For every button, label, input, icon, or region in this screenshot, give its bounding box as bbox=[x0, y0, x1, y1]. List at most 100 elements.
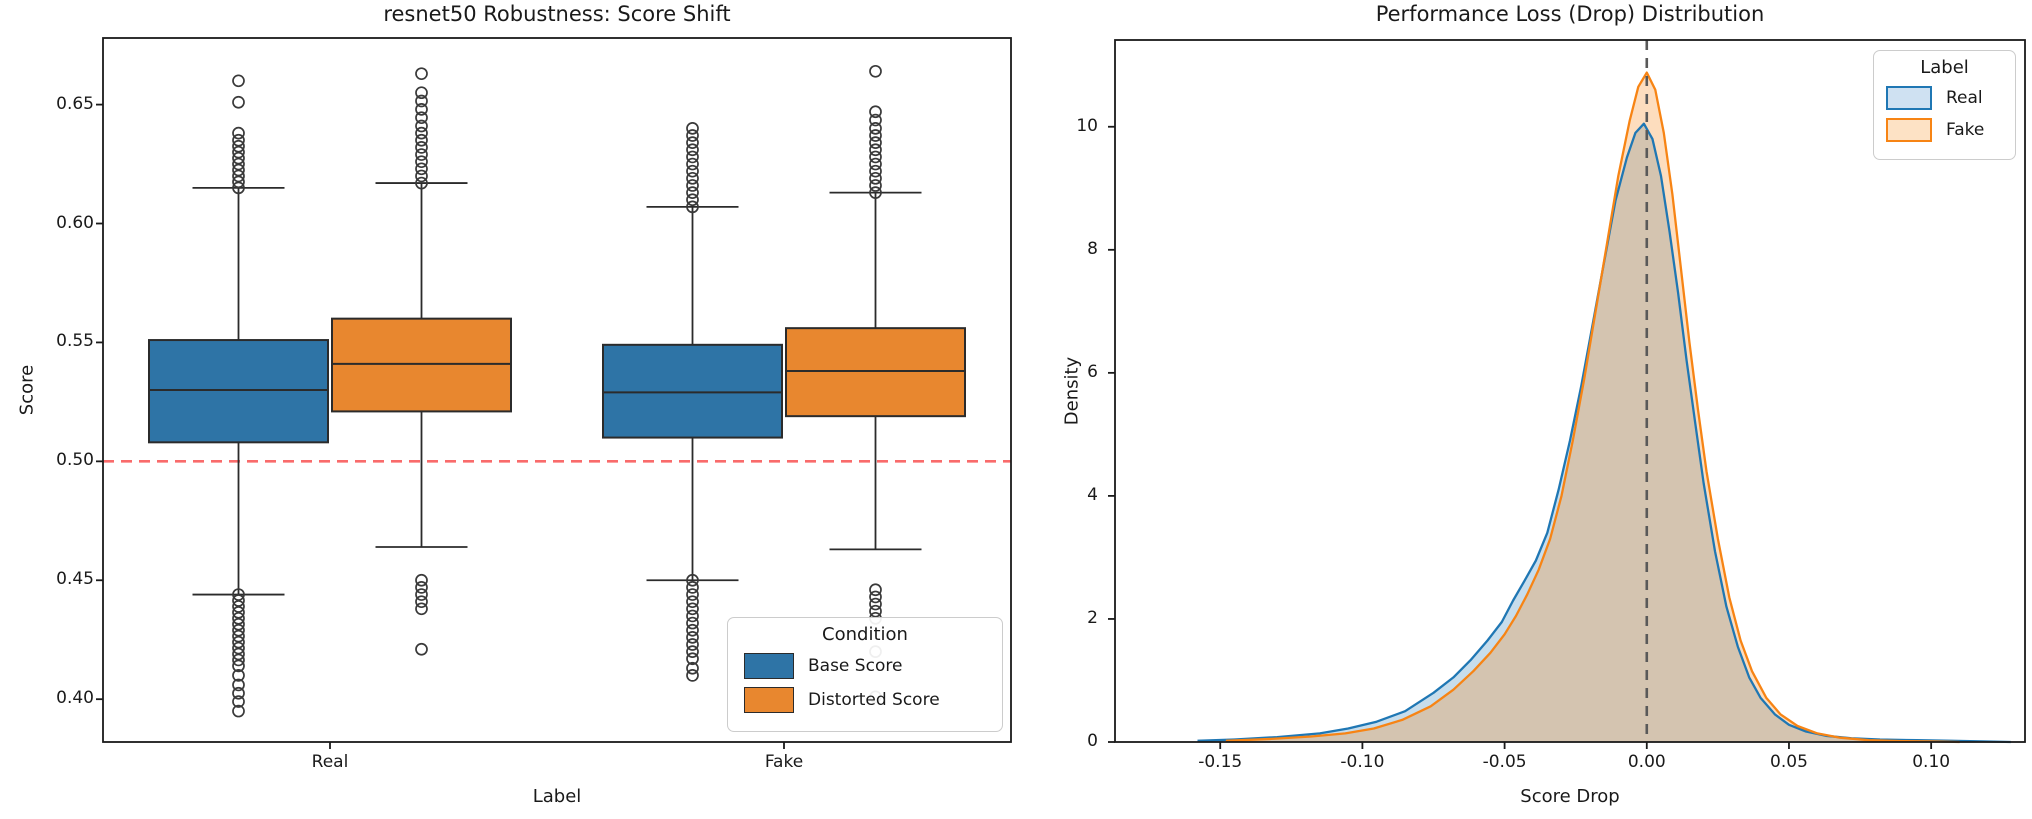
outlier-point bbox=[686, 200, 699, 214]
outlier-point bbox=[232, 594, 245, 607]
box-base-score bbox=[602, 343, 783, 439]
outlier-point bbox=[415, 169, 428, 183]
right-plot-border bbox=[1114, 39, 2026, 743]
outlier-point bbox=[415, 103, 428, 116]
left-ytick-label: 0.45 bbox=[56, 569, 94, 590]
outlier-point bbox=[232, 133, 245, 147]
outlier-point bbox=[232, 151, 245, 165]
left-ytick-label: 0.65 bbox=[56, 93, 94, 114]
outlier-point bbox=[686, 122, 699, 135]
outlier-point bbox=[686, 179, 699, 192]
outlier-point bbox=[415, 86, 428, 100]
distorted-score-swatch-icon bbox=[744, 687, 794, 713]
kde-line-fake bbox=[1225, 71, 1960, 744]
right-ytick-label: 4 bbox=[1087, 484, 1098, 505]
outlier-point bbox=[686, 645, 699, 658]
left-ytick-label: 0.55 bbox=[56, 331, 94, 352]
outlier-point bbox=[869, 179, 882, 192]
outlier-point bbox=[686, 193, 699, 207]
left-y-axis-label: Score bbox=[16, 364, 38, 416]
box-distorted-score bbox=[331, 317, 512, 413]
outlier-point bbox=[686, 602, 699, 616]
outlier-point bbox=[232, 635, 245, 649]
outlier-point bbox=[869, 597, 882, 611]
right-x-axis-label: Score Drop bbox=[1520, 786, 1620, 807]
outlier-point bbox=[869, 171, 882, 185]
right-xtick-label: -0.05 bbox=[1482, 752, 1527, 772]
legend-row-base-score: Base Score bbox=[744, 653, 1002, 679]
distorted-score-label: Distorted Score bbox=[808, 690, 940, 710]
outlier-point bbox=[415, 162, 428, 176]
outlier-point bbox=[232, 695, 245, 708]
outlier-point bbox=[415, 67, 428, 81]
left-ytick-label: 0.40 bbox=[56, 688, 94, 709]
outlier-point bbox=[415, 573, 428, 587]
outlier-point bbox=[869, 164, 882, 178]
right-chart-title: Performance Loss (Drop) Distribution bbox=[1375, 2, 1765, 26]
outlier-point bbox=[686, 616, 699, 630]
condition-legend-title: Condition bbox=[822, 624, 908, 645]
outlier-point bbox=[869, 129, 882, 142]
outlier-point bbox=[686, 164, 699, 178]
left-xtick-label: Fake bbox=[764, 752, 804, 772]
outlier-point bbox=[232, 181, 245, 195]
outlier-point bbox=[232, 145, 245, 159]
outlier-point bbox=[686, 661, 699, 675]
right-ytick-label: 6 bbox=[1087, 361, 1098, 382]
outlier-point bbox=[415, 581, 428, 594]
outlier-point bbox=[869, 604, 882, 618]
base-score-swatch-icon bbox=[744, 653, 794, 679]
left-ytick-label: 0.50 bbox=[56, 450, 94, 471]
outlier-point bbox=[415, 94, 428, 108]
outlier-point bbox=[232, 611, 245, 625]
left-ytick-label: 0.60 bbox=[56, 212, 94, 233]
base-score-label: Base Score bbox=[808, 656, 903, 676]
box-base-score bbox=[148, 339, 329, 444]
outlier-point bbox=[232, 653, 245, 667]
outlier-point bbox=[686, 638, 699, 651]
outlier-point bbox=[415, 602, 428, 616]
outlier-point bbox=[232, 623, 245, 637]
outlier-point bbox=[686, 150, 699, 164]
left-x-axis-label: Label bbox=[532, 786, 582, 807]
real-label: Real bbox=[1946, 88, 1983, 108]
right-xtick-label: 0.00 bbox=[1627, 752, 1666, 772]
kde-fill-real bbox=[1197, 123, 2011, 742]
left-plot-border bbox=[102, 37, 1012, 743]
outlier-point bbox=[686, 157, 699, 171]
right-ytick-label: 2 bbox=[1087, 607, 1098, 628]
legend-row-distorted-score: Distorted Score bbox=[744, 687, 1002, 713]
outlier-point bbox=[232, 74, 245, 88]
outlier-point bbox=[415, 595, 428, 609]
outlier-point bbox=[232, 600, 245, 613]
outlier-point bbox=[232, 606, 245, 619]
outlier-point bbox=[686, 186, 699, 199]
outlier-point bbox=[869, 583, 882, 597]
outlier-point bbox=[869, 590, 882, 604]
outlier-point bbox=[415, 111, 428, 125]
outlier-point bbox=[232, 95, 245, 109]
outlier-point bbox=[686, 573, 699, 587]
outlier-point bbox=[415, 126, 428, 140]
outlier-point bbox=[869, 122, 882, 135]
right-xtick-label: -0.10 bbox=[1340, 752, 1385, 772]
outlier-point bbox=[686, 595, 699, 609]
outlier-point bbox=[232, 678, 245, 692]
outlier-point bbox=[232, 629, 245, 643]
outlier-point bbox=[415, 588, 428, 601]
outlier-point bbox=[686, 129, 699, 142]
kde-fill-fake bbox=[1225, 72, 1960, 743]
outlier-point bbox=[232, 169, 245, 183]
outlier-point bbox=[686, 669, 699, 682]
right-xtick-label: -0.15 bbox=[1198, 752, 1243, 772]
label-legend-title: Label bbox=[1920, 57, 1969, 78]
outlier-point bbox=[415, 141, 428, 154]
outlier-point bbox=[232, 704, 245, 718]
fake-swatch-icon bbox=[1886, 118, 1932, 142]
outlier-point bbox=[232, 588, 245, 601]
outlier-point bbox=[869, 64, 882, 78]
left-xtick-label: Real bbox=[311, 752, 349, 772]
outlier-point bbox=[232, 617, 245, 631]
